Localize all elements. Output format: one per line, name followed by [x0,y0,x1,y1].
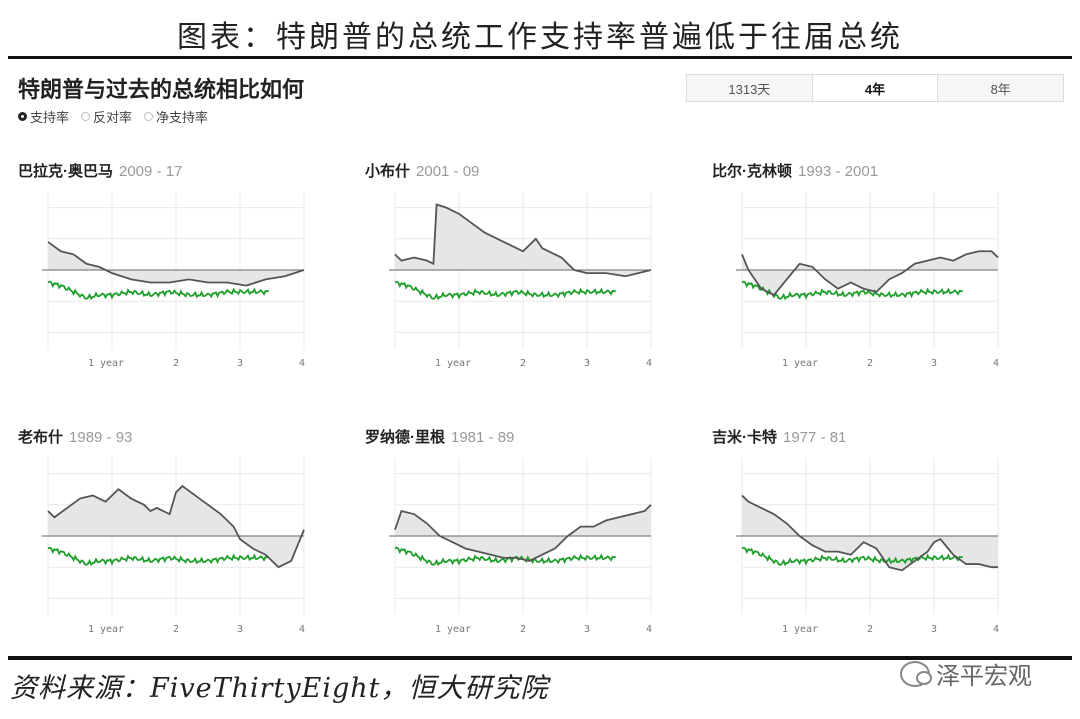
series-line-trump [394,280,617,301]
series-line-president [47,484,305,569]
chart-title: 老布什 [18,429,64,446]
watermark-text: 泽平宏观 [936,663,1032,690]
radio-net-approval[interactable]: 净支持率 [144,107,208,126]
page-title: 特朗普与过去的总统相比如何 [18,77,305,102]
difference-area [48,486,304,568]
chart-carter: 1 year 2 3 4 [736,458,999,635]
x-tick-label: 1 year [435,358,471,369]
watermark: 泽平宏观 [900,656,1032,691]
x-tick-label: 4 [299,624,305,635]
chart-panel-obama: 巴拉克·奥巴马 2009 - 17 1 year 2 3 4 [18,160,318,390]
range-8-years-button[interactable]: 8年 [938,75,1064,101]
radio-unselected-icon [144,112,154,121]
figure-title: 图表：特朗普的总统工作支持率普遍低于往届总统 [177,20,903,55]
chart-reagan: 1 year 2 3 4 [389,458,652,635]
radio-label: 净支持率 [156,110,209,125]
x-tick-label: 2 [867,358,873,369]
x-tick-label: 1 year [782,358,818,369]
radio-unselected-icon [81,112,91,121]
radio-selected-icon [18,112,27,121]
chart-years: 1993 - 2001 [798,163,879,180]
source-note: 资料来源：FiveThirtyEight，恒大研究院 [10,673,549,704]
range-4-years-button[interactable]: 4年 [812,75,939,101]
chart-obama: 1 year 2 3 4 [42,192,305,369]
difference-area [742,495,998,571]
chart-panel-bush-sr: 老布什 1989 - 93 1 year 2 3 4 [18,426,318,656]
x-tick-label: 3 [931,358,937,369]
difference-area [395,204,651,277]
x-tick-label: 3 [237,624,243,635]
radio-disapproval[interactable]: 反对率 [81,107,132,126]
x-tick-label: 2 [173,358,179,369]
series-line-president [741,494,998,572]
chart-title: 比尔·克林顿 [712,163,792,180]
series-line-trump [741,546,964,567]
chart-years: 1977 - 81 [783,429,847,446]
wechat-icon [900,660,932,687]
difference-area [48,241,304,286]
x-tick-label: 3 [584,358,590,369]
chart-years: 1989 - 93 [69,429,133,446]
x-tick-label: 2 [520,624,526,635]
x-tick-label: 3 [584,624,590,635]
chart-panel-bush-jr: 小布什 2001 - 09 1 year 2 3 4 [365,160,665,390]
chart-clinton: 1 year 2 3 4 [736,192,999,369]
x-tick-label: 3 [931,624,937,635]
time-range-selector: 1313天 4年 8年 [686,74,1064,102]
metric-radio-group: 支持率 反对率 净支持率 [18,107,208,126]
series-line-president [47,241,305,287]
range-1313-days-button[interactable]: 1313天 [687,75,813,101]
radio-label: 支持率 [30,110,70,125]
chart-panel-clinton: 比尔·克林顿 1993 - 2001 1 year 2 3 4 [712,160,1012,390]
bottom-rule [8,656,1072,660]
series-line-trump [47,546,270,567]
x-tick-label: 1 year [88,624,124,635]
series-line-trump [394,546,617,567]
top-rule [8,56,1072,59]
x-tick-label: 2 [867,624,873,635]
series-line-president [741,250,999,297]
x-tick-label: 4 [993,624,999,635]
x-tick-label: 2 [173,624,179,635]
x-tick-label: 4 [299,358,305,369]
radio-approval[interactable]: 支持率 [18,107,69,126]
x-tick-label: 2 [520,358,526,369]
chart-years: 2001 - 09 [416,163,480,180]
x-tick-label: 1 year [782,624,818,635]
chart-bush-sr: 1 year 2 3 4 [42,458,305,635]
chart-panel-carter: 吉米·卡特 1977 - 81 1 year 2 3 4 [712,426,1012,656]
x-tick-label: 3 [237,358,243,369]
chart-bush-jr: 1 year 2 3 4 [389,192,652,369]
chart-years: 1981 - 89 [451,429,515,446]
difference-area [742,251,998,295]
x-tick-label: 1 year [88,358,124,369]
radio-label: 反对率 [93,110,133,125]
x-tick-label: 1 year [435,624,471,635]
chart-panel-reagan: 罗纳德·里根 1981 - 89 1 year 2 3 4 [365,426,665,656]
chart-title: 小布什 [365,163,411,180]
x-tick-label: 4 [993,358,999,369]
series-line-president [394,203,652,278]
chart-years: 2009 - 17 [119,163,183,180]
chart-title: 吉米·卡特 [712,429,777,446]
series-line-president [394,504,652,562]
series-line-trump [47,280,270,301]
difference-area [395,504,651,561]
series-line-trump [741,280,964,301]
chart-title: 罗纳德·里根 [365,429,445,446]
chart-title: 巴拉克·奥巴马 [18,163,113,180]
x-tick-label: 4 [646,358,652,369]
x-tick-label: 4 [646,624,652,635]
